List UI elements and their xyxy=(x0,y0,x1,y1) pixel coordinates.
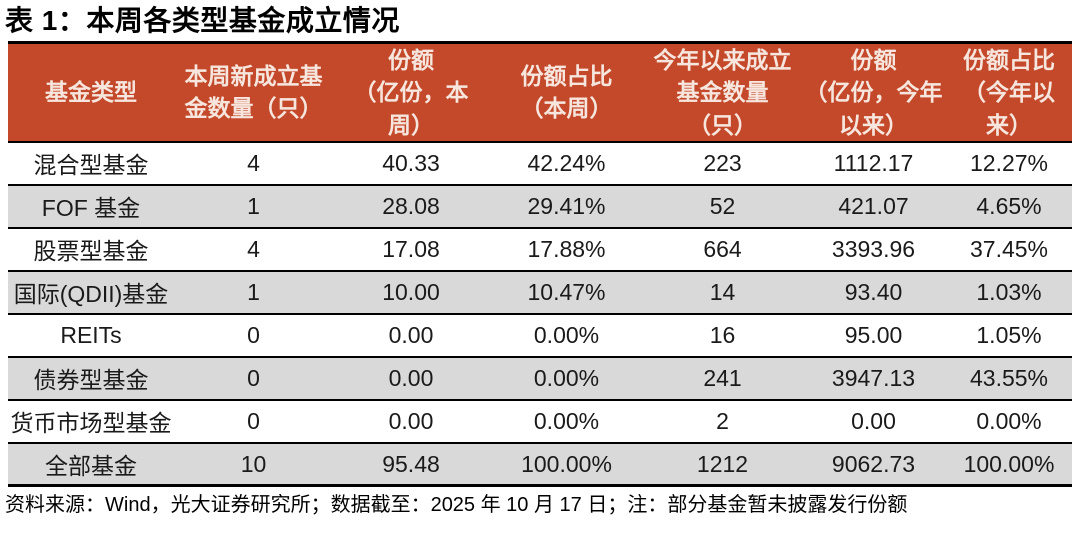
fund-type-cell: 货币市场型基金 xyxy=(10,410,172,437)
fund-type-cell: 混合型基金 xyxy=(33,152,149,179)
value-cell: 3393.96 xyxy=(831,235,916,262)
value-cell: 43.55% xyxy=(969,364,1048,391)
value-cell: 100.00% xyxy=(963,450,1055,477)
value-cell: 0 xyxy=(247,364,260,391)
value-cell: 4 xyxy=(247,149,260,176)
table-row-total: 全部基金 10 95.48 100.00% 1212 9062.73 100.0… xyxy=(8,442,1072,486)
fund-type-cell: REITs xyxy=(60,321,122,348)
value-cell: 0.00 xyxy=(388,407,434,434)
fund-type-cell: 债券型基金 xyxy=(33,367,149,394)
source-note: 资料来源：Wind，光大证券研究所；数据截至：2025 年 10 月 17 日；… xyxy=(5,494,908,517)
value-cell: 52 xyxy=(709,192,736,219)
fund-establishment-table: 基金类型 本周新成立基 金数量（只） 份额 （亿份，本 周） 份额占比 （本周）… xyxy=(8,41,1072,488)
table-row: 国际(QDII)基金 1 10.00 10.47% 14 93.40 1.03% xyxy=(8,270,1072,314)
column-header-fund-type: 基金类型 xyxy=(8,42,174,142)
value-cell: 0 xyxy=(247,321,260,348)
column-header-share-pct-week: 份额占比 （本周） xyxy=(489,42,644,142)
column-header-shares-ytd: 份额 （亿份，今年 以来） xyxy=(801,42,946,142)
report-page: 表 1：本周各类型基金成立情况 基金类型 本周新成立基 金数量（只） 份额 （亿… xyxy=(0,5,1080,533)
value-cell: 421.07 xyxy=(838,192,909,219)
column-header-funds-ytd: 今年以来成立 基金数量 （只） xyxy=(644,42,801,142)
value-cell: 10.47% xyxy=(527,278,606,305)
value-cell: 17.88% xyxy=(527,235,606,262)
value-cell: 16 xyxy=(709,321,736,348)
value-cell: 0.00% xyxy=(533,321,600,348)
value-cell: 0.00 xyxy=(851,407,896,434)
column-header-new-funds-week: 本周新成立基 金数量（只） xyxy=(174,42,333,142)
value-cell: 0.00 xyxy=(388,364,434,391)
value-cell: 1.05% xyxy=(976,321,1042,348)
table-row: 混合型基金 4 40.33 42.24% 223 1112.17 12.27% xyxy=(8,141,1072,185)
value-cell: 664 xyxy=(703,235,742,262)
value-cell: 100.00% xyxy=(521,450,612,477)
fund-type-cell: 国际(QDII)基金 xyxy=(13,281,169,308)
value-cell: 10.00 xyxy=(382,278,440,305)
table-row: 债券型基金 0 0.00 0.00% 241 3947.13 43.55% xyxy=(8,356,1072,400)
value-cell: 95.48 xyxy=(382,450,440,477)
fund-type-cell: FOF 基金 xyxy=(41,195,141,222)
table-title: 表 1：本周各类型基金成立情况 xyxy=(5,5,400,36)
value-cell: 9062.73 xyxy=(831,450,916,477)
value-cell: 29.41% xyxy=(527,192,606,219)
value-cell: 93.40 xyxy=(844,278,903,305)
value-cell: 223 xyxy=(703,149,742,176)
value-cell: 1 xyxy=(247,278,260,305)
value-cell: 0.00% xyxy=(976,407,1042,434)
value-cell: 40.33 xyxy=(382,149,440,176)
value-cell: 1.03% xyxy=(976,278,1042,305)
value-cell: 4.65% xyxy=(976,192,1042,219)
fund-type-cell: 全部基金 xyxy=(45,453,137,479)
value-cell: 42.24% xyxy=(527,149,606,176)
value-cell: 0.00 xyxy=(388,321,434,348)
value-cell: 37.45% xyxy=(969,235,1048,262)
value-cell: 3947.13 xyxy=(831,364,916,391)
value-cell: 1112.17 xyxy=(833,149,914,176)
table-row: REITs 0 0.00 0.00% 16 95.00 1.05% xyxy=(8,313,1072,357)
value-cell: 0.00% xyxy=(533,407,600,434)
value-cell: 28.08 xyxy=(382,192,440,219)
value-cell: 2 xyxy=(716,407,729,434)
value-cell: 14 xyxy=(709,278,736,305)
value-cell: 0 xyxy=(247,407,260,434)
value-cell: 241 xyxy=(703,364,742,391)
value-cell: 1 xyxy=(247,192,260,219)
fund-type-cell: 股票型基金 xyxy=(33,238,149,265)
column-header-share-pct-ytd: 份额占比 （今年以来） xyxy=(946,42,1072,142)
table-row: 货币市场型基金 0 0.00 0.00% 2 0.00 0.00% xyxy=(8,399,1072,443)
value-cell: 12.27% xyxy=(969,149,1048,176)
value-cell: 0.00% xyxy=(533,364,600,391)
value-cell: 10 xyxy=(240,450,267,477)
value-cell: 95.00 xyxy=(844,321,903,348)
table-row: FOF 基金 1 28.08 29.41% 52 421.07 4.65% xyxy=(8,184,1072,228)
value-cell: 17.08 xyxy=(382,235,440,262)
value-cell: 4 xyxy=(247,235,260,262)
column-header-shares-week: 份额 （亿份，本 周） xyxy=(333,42,489,142)
table-row: 股票型基金 4 17.08 17.88% 664 3393.96 37.45% xyxy=(8,227,1072,271)
header-row: 基金类型 本周新成立基 金数量（只） 份额 （亿份，本 周） 份额占比 （本周）… xyxy=(8,42,1072,142)
value-cell: 1212 xyxy=(696,450,749,477)
